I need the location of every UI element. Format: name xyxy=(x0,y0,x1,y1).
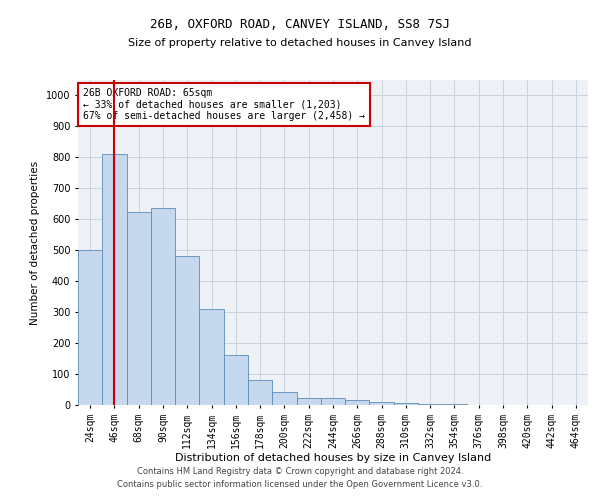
Bar xyxy=(102,154,127,405)
Bar xyxy=(418,404,442,405)
Text: 26B, OXFORD ROAD, CANVEY ISLAND, SS8 7SJ: 26B, OXFORD ROAD, CANVEY ISLAND, SS8 7SJ xyxy=(150,18,450,30)
Text: Contains public sector information licensed under the Open Government Licence v3: Contains public sector information licen… xyxy=(118,480,482,489)
Bar xyxy=(127,212,151,405)
Bar xyxy=(248,380,272,405)
Bar xyxy=(442,404,467,405)
Y-axis label: Number of detached properties: Number of detached properties xyxy=(31,160,40,324)
Bar xyxy=(175,256,199,405)
Text: 26B OXFORD ROAD: 65sqm
← 33% of detached houses are smaller (1,203)
67% of semi-: 26B OXFORD ROAD: 65sqm ← 33% of detached… xyxy=(83,88,365,122)
Bar xyxy=(224,356,248,405)
Bar xyxy=(272,392,296,405)
X-axis label: Distribution of detached houses by size in Canvey Island: Distribution of detached houses by size … xyxy=(175,454,491,464)
Bar xyxy=(394,403,418,405)
Bar xyxy=(78,250,102,405)
Text: Contains HM Land Registry data © Crown copyright and database right 2024.: Contains HM Land Registry data © Crown c… xyxy=(137,467,463,476)
Bar xyxy=(345,400,370,405)
Bar xyxy=(370,402,394,405)
Bar xyxy=(296,398,321,405)
Text: Size of property relative to detached houses in Canvey Island: Size of property relative to detached ho… xyxy=(128,38,472,48)
Bar xyxy=(321,398,345,405)
Bar xyxy=(199,309,224,405)
Bar xyxy=(151,208,175,405)
